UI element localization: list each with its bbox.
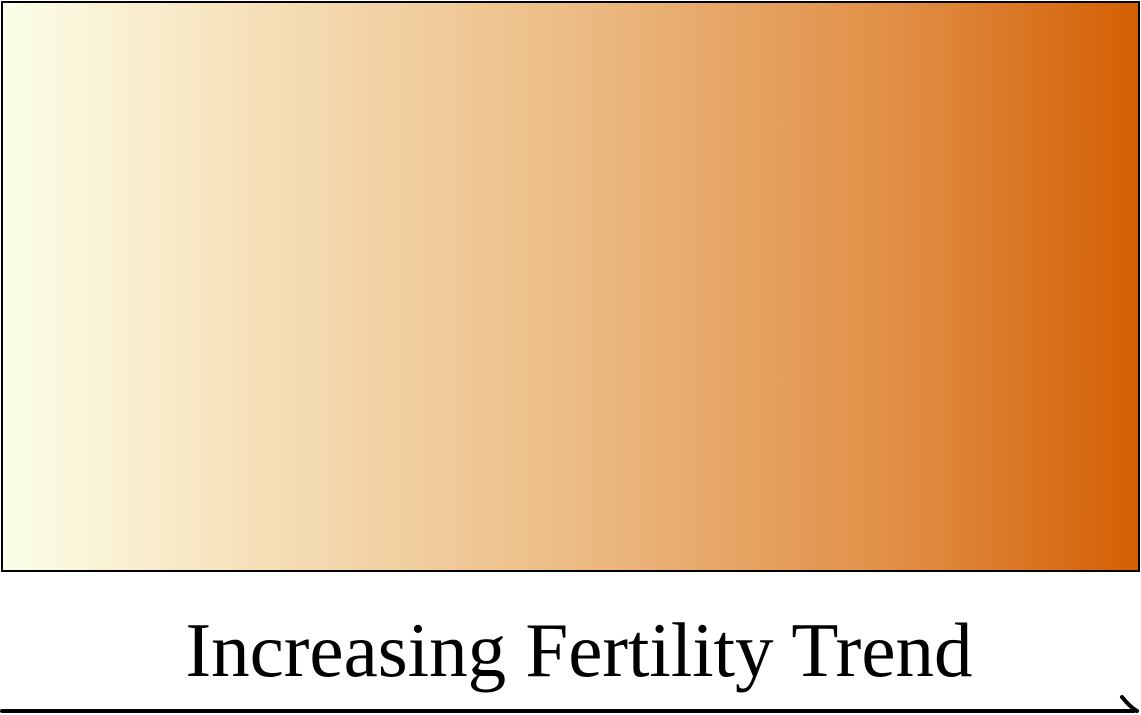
arrow-head <box>1120 695 1139 713</box>
right-arrow-icon <box>0 695 1139 713</box>
trend-label: Increasing Fertility Trend <box>185 607 973 693</box>
fertility-gradient-bar <box>1 1 1140 572</box>
